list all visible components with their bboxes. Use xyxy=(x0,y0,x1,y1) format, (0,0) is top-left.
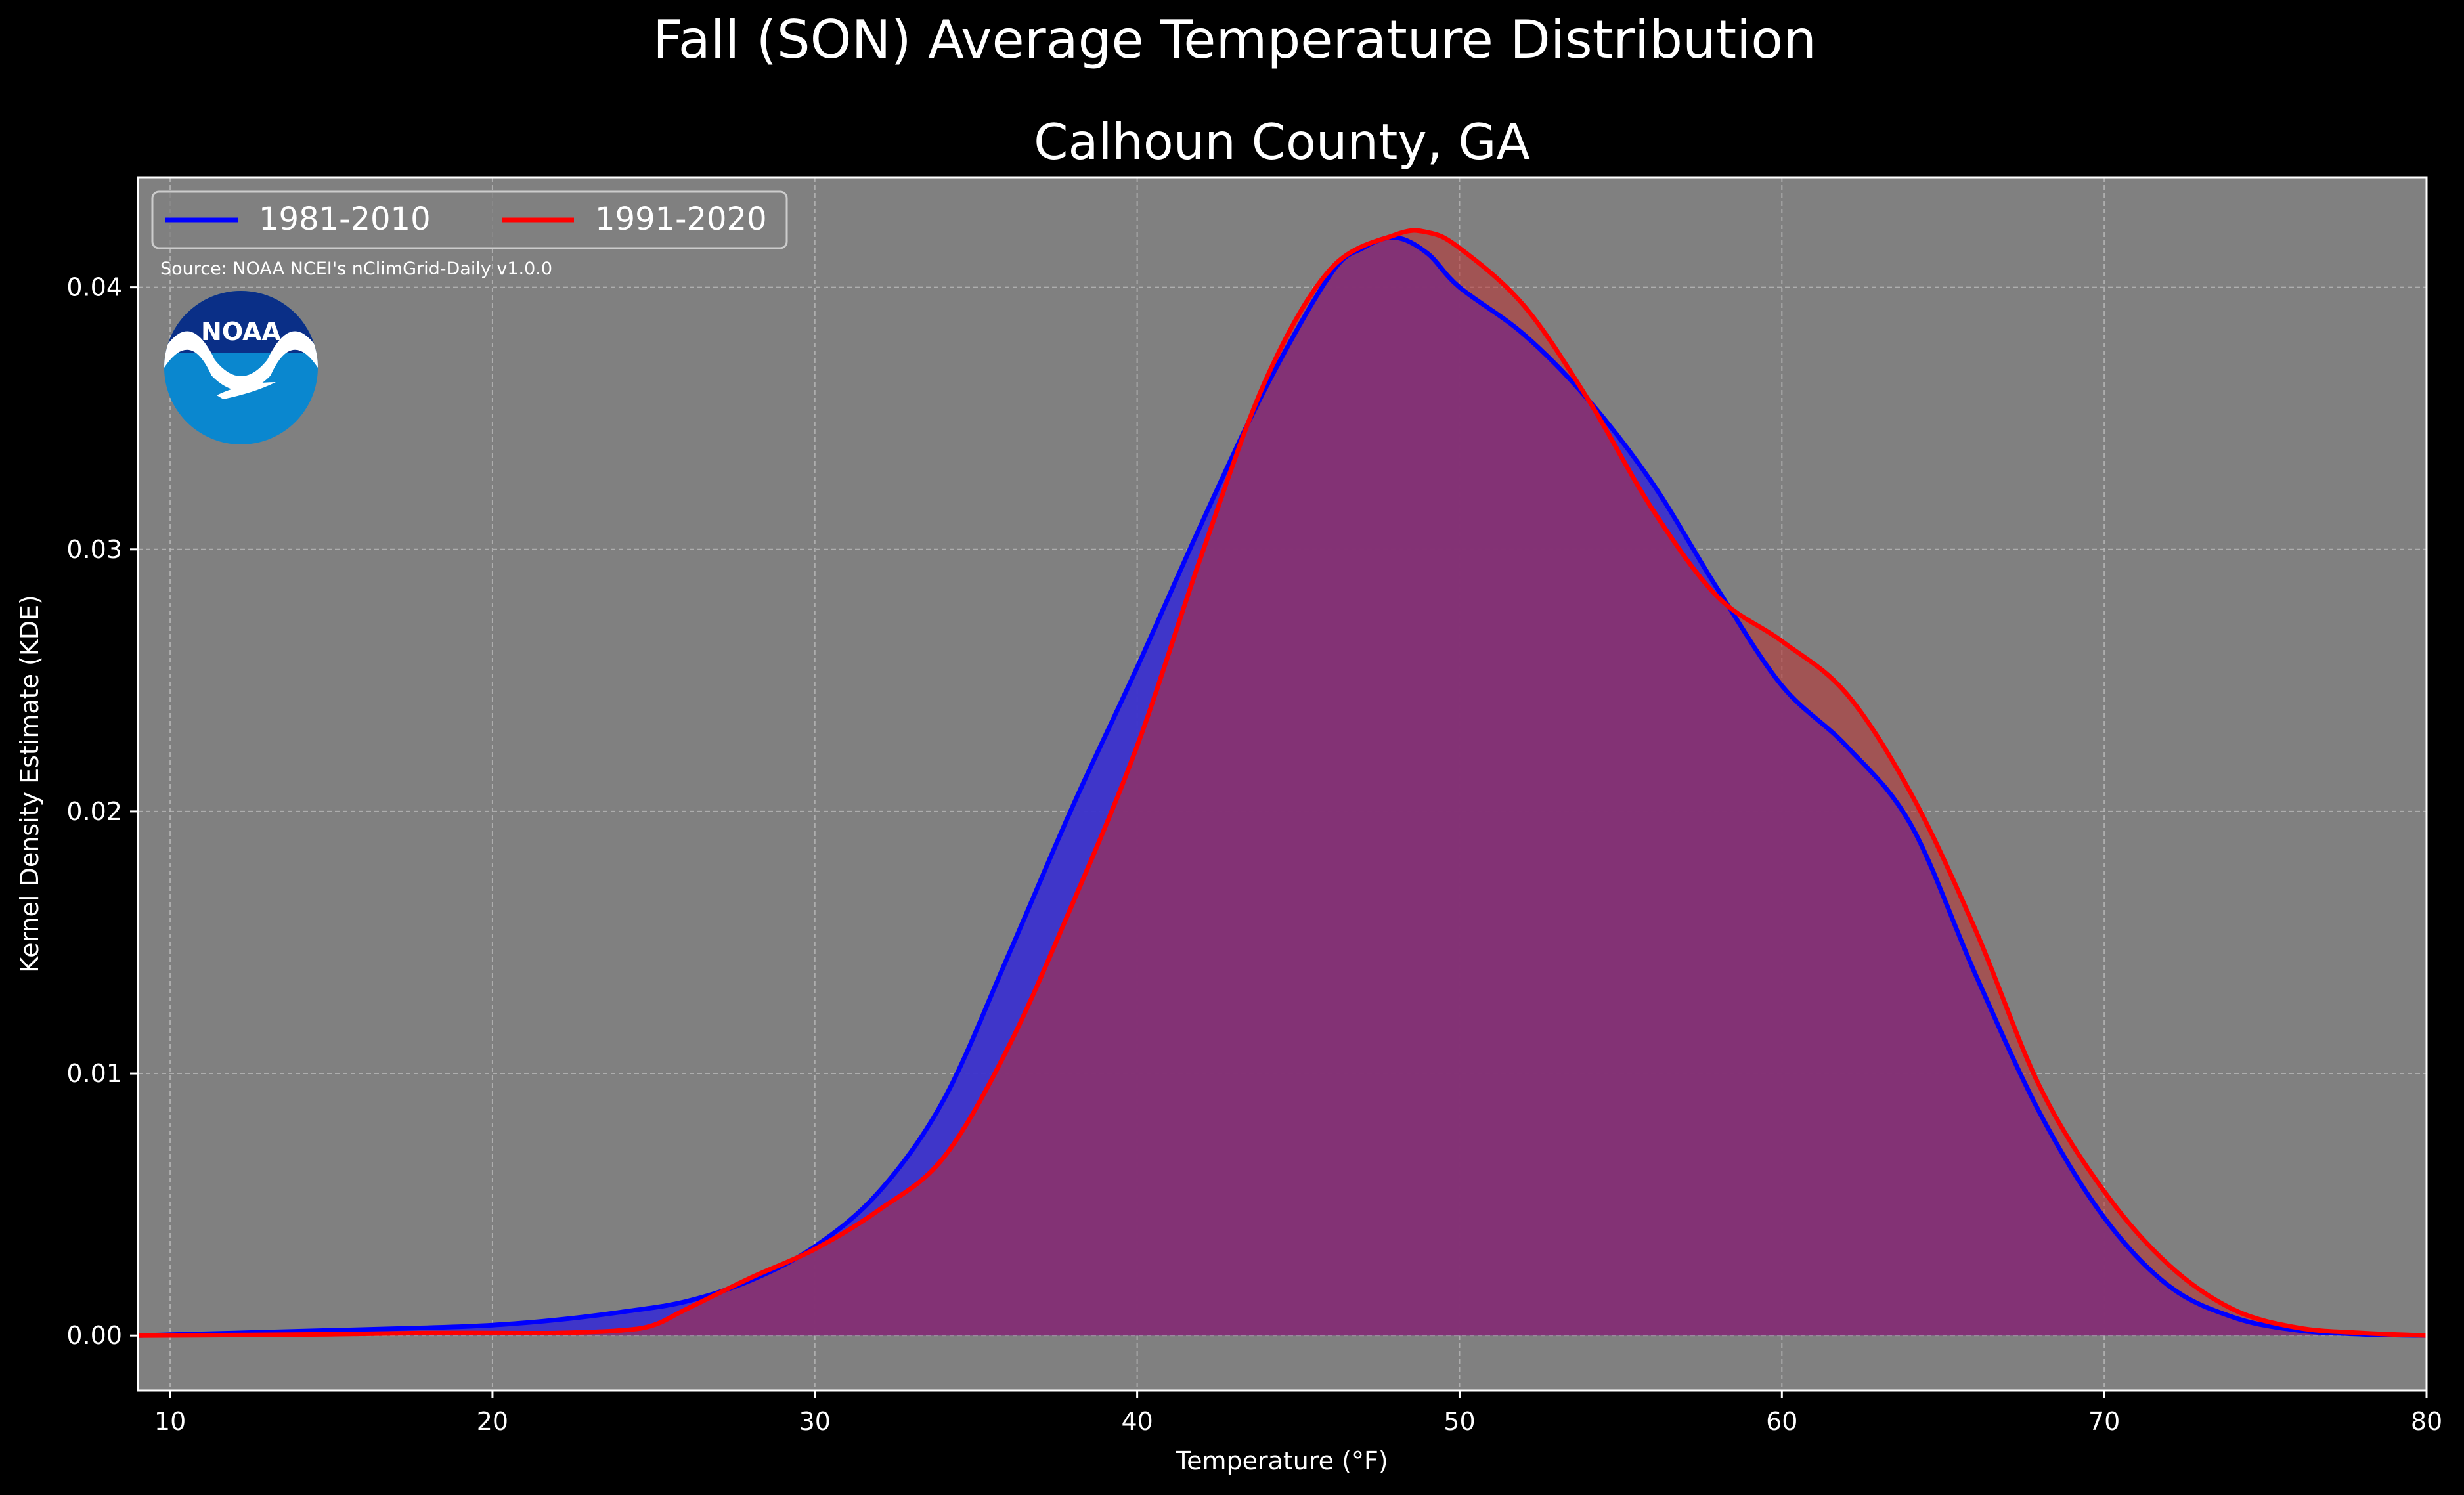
x-tick-label: 30 xyxy=(799,1407,831,1436)
x-tick-label: 50 xyxy=(1443,1407,1475,1436)
plot-frame xyxy=(137,176,2428,1392)
source-note: Source: NOAA NCEI's nClimGrid-Daily v1.0… xyxy=(160,259,552,279)
chart-subtitle: Calhoun County, GA xyxy=(1034,113,1530,171)
series-fill-1991-2020 xyxy=(138,230,2427,1336)
legend-label-1981-2010: 1981-2010 xyxy=(259,201,431,238)
x-tick-label: 20 xyxy=(477,1407,508,1436)
chart-title: Fall (SON) Average Temperature Distribut… xyxy=(653,9,1816,70)
y-tick-label: 0.02 xyxy=(66,797,122,826)
noaa-logo-gull-icon xyxy=(164,331,318,391)
x-tick-label: 10 xyxy=(154,1407,186,1436)
x-tick-label: 70 xyxy=(2088,1407,2120,1436)
legend-label-1991-2020: 1991-2020 xyxy=(595,201,767,238)
y-tick-label: 0.04 xyxy=(66,273,122,302)
x-tick-label: 80 xyxy=(2411,1407,2442,1436)
y-tick-label: 0.03 xyxy=(66,535,122,564)
legend-box xyxy=(151,190,788,249)
axes: 10 20 30 40 50 60 70 80 0.00 0.01 0.02 0.03 0.04 xyxy=(66,273,2442,1436)
noaa-logo-wing-icon xyxy=(217,382,276,399)
series-layer xyxy=(137,228,2427,1338)
y-tick-label: 0.01 xyxy=(66,1059,122,1088)
x-axis-label: Temperature (°F) xyxy=(1175,1446,1388,1475)
y-tick-label: 0.00 xyxy=(66,1321,122,1350)
series-line-1991-2020 xyxy=(137,228,2427,1338)
x-tick-label: 60 xyxy=(1766,1407,1797,1436)
x-tick-label: 40 xyxy=(1121,1407,1153,1436)
legend: 1981-2010 1991-2020 xyxy=(151,190,788,249)
noaa-logo-text: NOAA xyxy=(201,317,281,346)
y-axis-label: Kernel Density Estimate (KDE) xyxy=(15,595,44,973)
